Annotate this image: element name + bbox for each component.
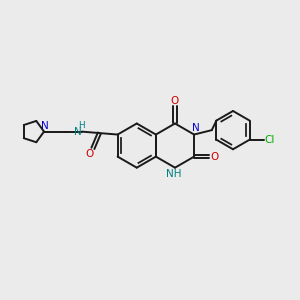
Text: N: N: [41, 121, 49, 131]
Text: NH: NH: [166, 169, 181, 179]
Text: O: O: [85, 149, 94, 159]
Text: N: N: [74, 127, 82, 136]
Text: O: O: [171, 96, 179, 106]
Text: Cl: Cl: [264, 135, 274, 145]
Text: H: H: [78, 121, 84, 130]
Text: N: N: [192, 123, 200, 133]
Text: O: O: [211, 152, 219, 162]
